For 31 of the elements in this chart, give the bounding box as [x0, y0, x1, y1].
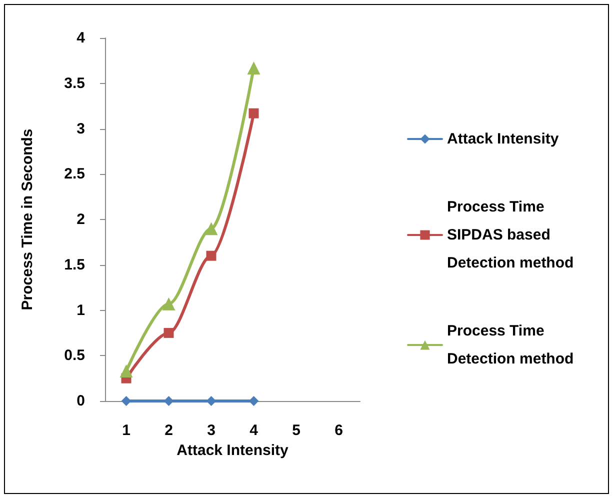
point: [206, 250, 216, 261]
point: [247, 61, 260, 74]
point: [248, 396, 259, 406]
y-tick-label: 2.5: [64, 166, 85, 183]
x-tick-label: 2: [164, 422, 173, 439]
point: [206, 396, 216, 406]
y-tick-label: 2: [76, 211, 85, 228]
x-axis-title: Attack Intensity: [176, 442, 289, 459]
x-tick-label: 1: [122, 422, 130, 439]
y-tick-label: 4: [76, 30, 86, 46]
y-tick-label: 3.5: [64, 74, 85, 92]
point: [248, 108, 259, 118]
point: [204, 222, 218, 236]
y-tick-label: 1: [76, 302, 85, 319]
x-tick-label: 5: [292, 422, 300, 439]
y-tick-label: 0: [76, 392, 85, 410]
point: [120, 364, 133, 378]
y-tick-label: 3: [76, 120, 85, 138]
point: [164, 328, 174, 338]
y-tick-label: 1.5: [64, 256, 85, 274]
y-tick-label: 0.5: [64, 347, 85, 364]
point: [162, 297, 176, 310]
x-tick-label: 6: [334, 422, 343, 439]
point: [164, 396, 174, 406]
legend-label: Process Time Detection method: [447, 322, 574, 368]
point: [121, 396, 132, 406]
legend-label: Attack Intensity: [447, 130, 560, 148]
x-tick-label: 4: [250, 422, 259, 439]
x-tick-label: 3: [207, 422, 216, 439]
legend-label: Process Time SIPDAS based Detection method: [447, 198, 574, 272]
y-axis-title: Process Time in Seconds: [19, 128, 36, 310]
